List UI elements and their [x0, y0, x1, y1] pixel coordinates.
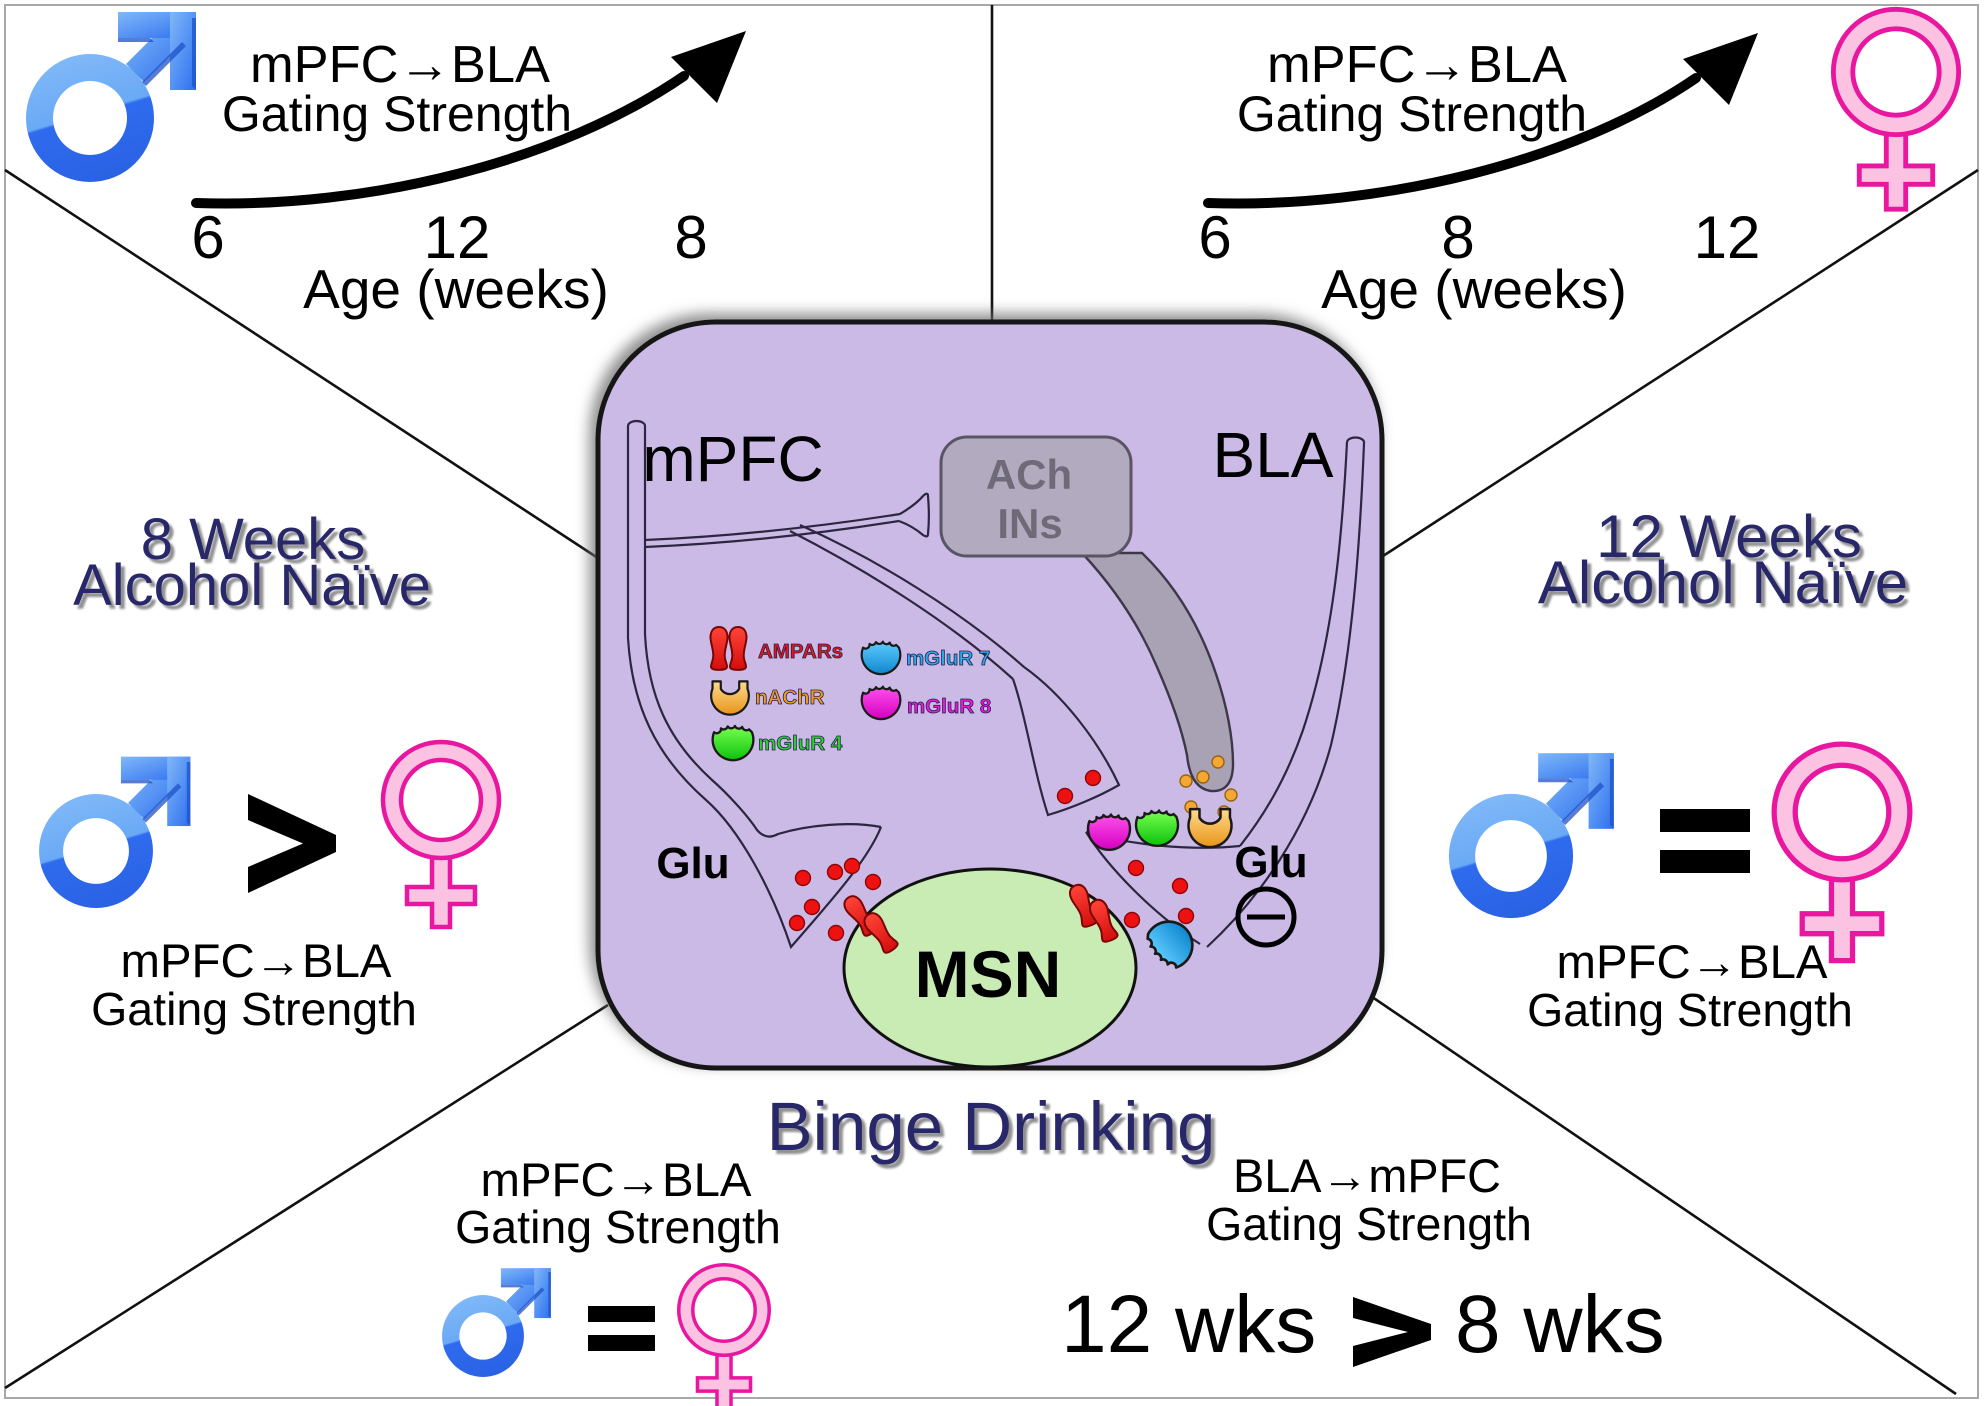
svg-text:Gating Strength: Gating Strength: [1527, 984, 1853, 1036]
svg-text:8 Weeks: 8 Weeks: [141, 507, 366, 572]
svg-text:6: 6: [1198, 204, 1231, 271]
svg-text:mPFC→BLA: mPFC→BLA: [121, 934, 393, 987]
svg-text:BLA→mPFC: BLA→mPFC: [1233, 1149, 1501, 1202]
svg-text:BLA: BLA: [1213, 419, 1334, 491]
svg-text:mPFC→BLA: mPFC→BLA: [250, 36, 550, 94]
svg-text:INs: INs: [997, 500, 1062, 547]
svg-text:Glu: Glu: [656, 839, 729, 888]
svg-text:Gating Strength: Gating Strength: [91, 983, 417, 1035]
svg-text:mPFC: mPFC: [642, 423, 823, 495]
svg-text:Gating Strength: Gating Strength: [1237, 86, 1587, 142]
svg-text:Alcohol Naïve: Alcohol Naïve: [73, 553, 431, 618]
svg-text:Alcohol Naïve: Alcohol Naïve: [1538, 549, 1908, 616]
svg-text:Gating Strength: Gating Strength: [455, 1201, 781, 1253]
svg-text:Gating Strength: Gating Strength: [1206, 1198, 1532, 1250]
svg-text:12 Weeks: 12 Weeks: [1596, 503, 1862, 570]
svg-text:Gating Strength: Gating Strength: [222, 86, 572, 142]
svg-text:mGluR 8: mGluR 8: [907, 695, 991, 718]
svg-text:mGluR 4: mGluR 4: [758, 732, 843, 755]
svg-text:6: 6: [191, 204, 224, 271]
svg-text:Age (weeks): Age (weeks): [303, 258, 609, 320]
svg-text:ACh: ACh: [986, 451, 1072, 498]
svg-text:MSN: MSN: [915, 937, 1062, 1011]
svg-text:8 wks: 8 wks: [1455, 1279, 1665, 1370]
svg-text:Binge Drinking: Binge Drinking: [767, 1088, 1216, 1165]
svg-text:8: 8: [1441, 204, 1474, 271]
svg-text:12 wks: 12 wks: [1061, 1279, 1316, 1370]
svg-text:8: 8: [674, 204, 707, 271]
svg-text:mGluR 7: mGluR 7: [906, 647, 990, 670]
svg-text:Age (weeks): Age (weeks): [1321, 258, 1627, 320]
svg-text:12: 12: [424, 204, 491, 271]
svg-text:mPFC→BLA: mPFC→BLA: [1557, 935, 1829, 988]
svg-text:mPFC→BLA: mPFC→BLA: [1267, 36, 1567, 94]
svg-text:AMPARs: AMPARs: [758, 640, 843, 663]
svg-text:Glu: Glu: [1234, 838, 1307, 887]
svg-text:12: 12: [1694, 204, 1761, 271]
svg-text:nAChR: nAChR: [755, 686, 825, 709]
svg-text:mPFC→BLA: mPFC→BLA: [481, 1153, 753, 1206]
